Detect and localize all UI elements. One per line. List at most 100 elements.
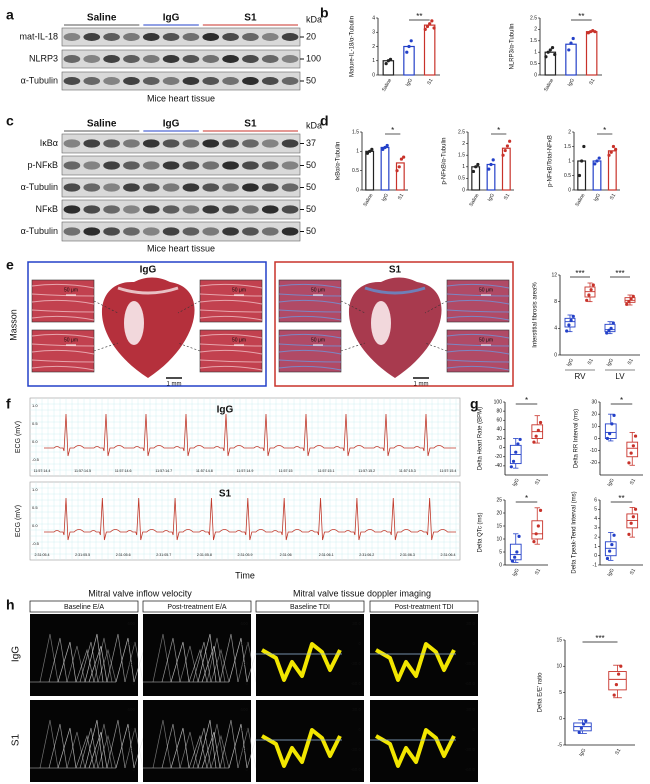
blot-band <box>142 77 160 85</box>
blot-band <box>63 205 81 214</box>
y-tick-label: 25 <box>496 497 502 503</box>
y-tick-label: 10 <box>591 424 597 430</box>
blot-band <box>222 33 239 41</box>
doppler-signal <box>197 633 217 683</box>
time-label: 2:31:05.7 <box>156 553 171 557</box>
y-tick-label: 1 <box>462 164 465 170</box>
y-axis-label: Delta QTc (ms) <box>478 512 484 552</box>
doppler-signal <box>161 637 181 683</box>
significance: ** <box>416 12 422 21</box>
doppler-signal <box>179 731 199 769</box>
significance: ** <box>618 494 624 503</box>
blot-band <box>103 183 120 192</box>
y-tick-label: 0 <box>554 352 557 358</box>
ecg-tick-label: -0.5 <box>32 457 40 462</box>
data-point <box>571 36 575 41</box>
blot-band <box>222 161 239 170</box>
doppler-signal <box>210 648 230 683</box>
stain-label: Masson <box>8 309 18 341</box>
blot-band <box>142 161 160 170</box>
blot-band <box>83 161 101 170</box>
scale-label: 30.0 <box>466 621 475 626</box>
significance: *** <box>595 634 604 643</box>
doppler-signal <box>57 641 77 683</box>
zoom-line <box>93 300 119 314</box>
blot-band <box>242 183 259 192</box>
bar <box>380 146 390 191</box>
doppler-signal <box>93 637 113 683</box>
data-point <box>631 444 635 448</box>
fiber <box>278 315 342 321</box>
category-label: Saline <box>468 192 480 207</box>
blot-band <box>182 33 200 41</box>
data-point <box>513 555 517 559</box>
data-point <box>517 534 521 539</box>
blot-band <box>103 139 120 148</box>
data-point <box>474 165 478 169</box>
blot-band <box>222 183 239 192</box>
blot-band <box>123 33 140 41</box>
blot-band <box>63 33 81 41</box>
data-point <box>609 150 613 154</box>
fiber <box>199 349 263 355</box>
blot-band <box>162 183 180 192</box>
doppler-signal <box>79 727 99 769</box>
blot-band <box>182 183 200 192</box>
data-point <box>471 169 476 174</box>
time-label: 2:31:05.8 <box>197 553 212 557</box>
category-label: IgG <box>566 358 575 368</box>
data-point <box>631 294 635 298</box>
panel-letter: d <box>320 113 329 129</box>
echo-image <box>143 614 251 696</box>
y-tick-label: 0.5 <box>458 176 465 182</box>
data-point <box>629 451 633 455</box>
doppler-signal <box>115 637 135 683</box>
blot-band <box>202 227 220 236</box>
data-point <box>567 323 571 327</box>
blot-band <box>202 183 220 192</box>
data-point <box>627 461 631 465</box>
data-point <box>617 672 621 676</box>
data-point <box>612 693 616 697</box>
doppler-signal <box>88 645 108 683</box>
size-label: 50 <box>306 75 316 85</box>
y-tick-label: 2 <box>462 141 465 147</box>
echo-image <box>143 700 251 782</box>
fiber <box>278 359 342 363</box>
data-point <box>569 41 573 45</box>
y-tick-label: 20 <box>591 411 597 417</box>
blot-band <box>83 139 101 148</box>
scale-label: 0 <box>358 727 361 732</box>
y-tick-label: 3 <box>372 30 375 36</box>
ecg-tick-label: 0.5 <box>32 505 38 510</box>
doppler-signal <box>188 734 208 769</box>
panel-letter: e <box>6 257 14 273</box>
blot-band <box>123 227 140 236</box>
y-tick-label: -40 <box>495 463 502 469</box>
blot-band <box>103 77 120 85</box>
y-axis-label: p-NFκB/Total-NFκB <box>548 135 554 187</box>
scale-label: -30.0 <box>465 747 476 752</box>
data-point <box>608 432 612 436</box>
fiber <box>199 343 263 347</box>
y-tick-label: 0 <box>594 436 597 442</box>
scale-label: 0 <box>472 641 475 646</box>
fiber <box>278 309 342 313</box>
bar <box>423 24 436 76</box>
scale-label: 30.0 <box>466 707 475 712</box>
y-tick-label: 0.5 <box>352 168 359 174</box>
category-label: IgG <box>606 478 615 488</box>
scale-label: 0 <box>245 767 248 772</box>
data-point <box>423 27 427 31</box>
scale-label: -30.0 <box>351 661 362 666</box>
box <box>608 671 627 691</box>
size-label: 100 <box>306 53 321 63</box>
blot-band <box>83 183 101 192</box>
heart-section <box>101 277 195 378</box>
blot-band <box>182 55 200 63</box>
y-tick-label: 2.5 <box>530 15 537 21</box>
data-point <box>631 515 635 519</box>
y-axis-label: Mature-IL-18/α-Tubulin <box>350 16 356 77</box>
data-point <box>544 55 548 59</box>
data-point <box>553 52 557 57</box>
